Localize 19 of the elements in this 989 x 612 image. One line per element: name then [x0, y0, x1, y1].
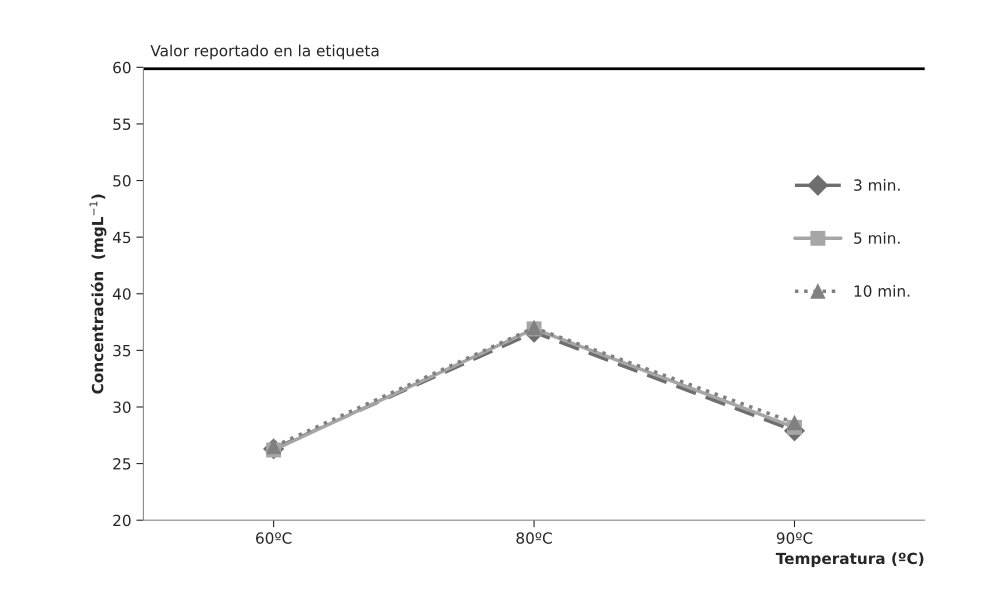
x-tick-label: 80ºC	[516, 532, 552, 544]
y-axis-title: Concentración (mgL$^{−1}$)	[89, 194, 106, 394]
legend-label: 10 min.	[854, 285, 910, 297]
y-tick-label: 50	[113, 175, 131, 187]
legend-label: 3 min.	[854, 179, 900, 191]
x-tick-label: 90ºC	[776, 532, 812, 544]
y-tick-label: 45	[112, 232, 130, 244]
ref-line-label: Valor reportado en la etiqueta	[150, 44, 378, 60]
legend-label: 5 min.	[854, 232, 900, 244]
y-tick-label: 25	[113, 458, 130, 470]
y-tick-label: 55	[113, 118, 130, 130]
y-tick-label: 30	[113, 401, 131, 413]
x-tick-label: 60ºC	[256, 532, 292, 544]
y-tick-label: 60	[113, 62, 131, 74]
point	[787, 415, 802, 430]
y-tick-label: 40	[112, 288, 131, 300]
y-tick-label: 35	[113, 344, 130, 356]
x-axis-title: Temperatura (ºC)	[776, 552, 924, 568]
y-tick-label: 20	[113, 514, 131, 526]
